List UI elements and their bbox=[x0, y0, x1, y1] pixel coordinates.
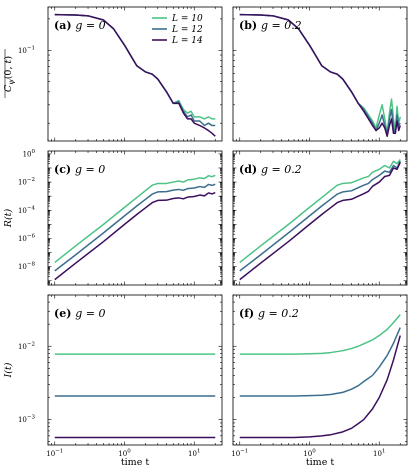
series-line-L14 bbox=[239, 335, 401, 439]
series-line-L12 bbox=[239, 160, 401, 272]
y-tick-label: 10−4 bbox=[18, 205, 36, 215]
axes-frame bbox=[47, 150, 223, 286]
x-tick-label: 10−1 bbox=[231, 449, 248, 459]
axes-frame bbox=[232, 294, 408, 446]
series-group bbox=[54, 174, 216, 281]
x-tick-label: 101 bbox=[188, 449, 200, 459]
legend-label: L = 12 bbox=[171, 25, 203, 35]
series-line-L12 bbox=[54, 183, 216, 272]
x-tick-label: 101 bbox=[373, 449, 385, 459]
y-tick-label: 10−6 bbox=[18, 233, 36, 243]
series-line-L14 bbox=[239, 162, 401, 281]
y-axis-label: Cψ(0, t) bbox=[3, 56, 16, 92]
series-line-L10 bbox=[239, 159, 401, 263]
panel-label: (c) g = 0 bbox=[54, 163, 105, 176]
panel-label: (b) g = 0.2 bbox=[239, 19, 302, 32]
panel-label: (d) g = 0.2 bbox=[239, 163, 302, 176]
legend-label: L = 10 bbox=[171, 14, 203, 24]
series-line-L12 bbox=[239, 13, 401, 135]
series-group bbox=[239, 13, 401, 137]
y-tick-label: 10−3 bbox=[18, 415, 36, 425]
x-axis-label: time t bbox=[306, 457, 335, 467]
axes-frame bbox=[232, 150, 408, 286]
panel-e: 10−1 100 101 10−2 10−3 (e) g = 0 time t I(t) bbox=[3, 294, 223, 467]
series-line-L10 bbox=[239, 13, 401, 135]
series-line-L14 bbox=[239, 13, 401, 137]
x-axis-label: time t bbox=[121, 457, 150, 467]
series-line-L10 bbox=[54, 174, 216, 263]
series-line-L14 bbox=[54, 13, 216, 137]
series-line-L10 bbox=[239, 314, 401, 355]
y-tick-label: 10−1 bbox=[18, 45, 35, 55]
panel-d: (d) g = 0.2 bbox=[232, 150, 408, 286]
panel-label: (a) g = 0 bbox=[54, 19, 106, 32]
y-tick-label: 10−2 bbox=[18, 177, 35, 187]
series-group bbox=[54, 353, 216, 439]
y-tick-label: 100 bbox=[23, 149, 36, 159]
legend-label: L = 14 bbox=[171, 36, 203, 46]
panel-c: 100 10−2 10−4 10−6 10−8 (c) g = 0 R(t) bbox=[3, 149, 223, 286]
axes-frame bbox=[47, 294, 223, 446]
y-tick-label: 10−2 bbox=[18, 341, 35, 351]
axes-frame bbox=[47, 6, 223, 142]
y-tick-label: 10−8 bbox=[18, 262, 36, 272]
series-group bbox=[54, 13, 216, 137]
y-axis-label: R(t) bbox=[3, 209, 14, 229]
series-group bbox=[239, 159, 401, 281]
panel-label: (f) g = 0.2 bbox=[239, 307, 299, 320]
panel-b: (b) g = 0.2 bbox=[232, 6, 408, 142]
x-tick-label: 100 bbox=[118, 449, 131, 459]
x-tick-label: 100 bbox=[303, 449, 316, 459]
x-tick-label: 10−1 bbox=[46, 449, 63, 459]
series-group bbox=[239, 314, 401, 439]
panel-f: 10−1 100 101 (f) g = 0.2 time t bbox=[231, 294, 408, 467]
panel-a: 10−1 (a) g = 0 Cψ(0, t) L = 10L = 12L = 14 bbox=[3, 6, 223, 142]
axes-frame bbox=[232, 6, 408, 142]
series-line-L12 bbox=[239, 327, 401, 397]
panel-label: (e) g = 0 bbox=[54, 307, 106, 320]
y-axis-label: I(t) bbox=[3, 362, 14, 378]
legend: L = 10L = 12L = 14 bbox=[152, 14, 203, 46]
series-line-L14 bbox=[54, 191, 216, 281]
